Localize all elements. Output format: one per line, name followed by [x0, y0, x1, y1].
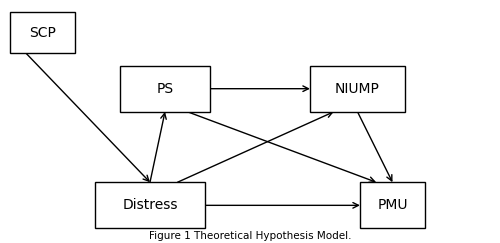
FancyBboxPatch shape [95, 182, 205, 228]
FancyBboxPatch shape [360, 182, 425, 228]
FancyBboxPatch shape [310, 66, 405, 112]
FancyBboxPatch shape [120, 66, 210, 112]
Text: Distress: Distress [122, 198, 178, 212]
Text: PS: PS [156, 82, 174, 96]
Text: SCP: SCP [29, 26, 56, 40]
Text: PMU: PMU [377, 198, 408, 212]
Text: Figure 1 Theoretical Hypothesis Model.: Figure 1 Theoretical Hypothesis Model. [149, 231, 351, 241]
FancyBboxPatch shape [10, 12, 75, 53]
Text: NIUMP: NIUMP [335, 82, 380, 96]
